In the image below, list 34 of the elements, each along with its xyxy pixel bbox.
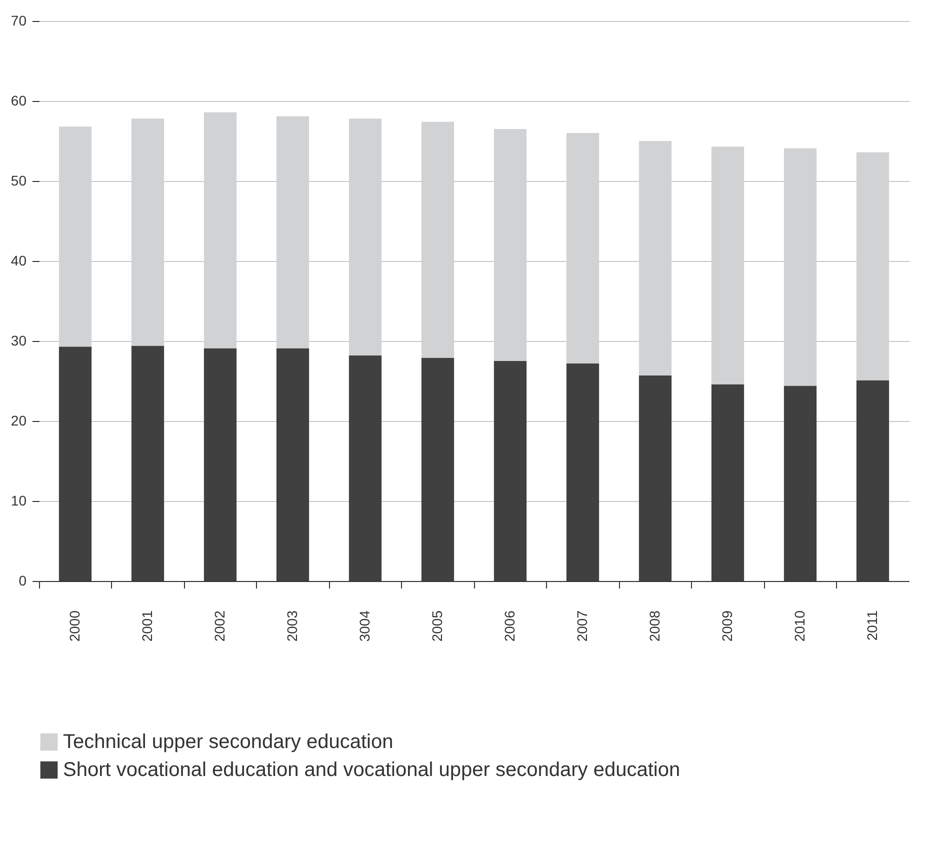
x-tick-label: 2008 bbox=[646, 610, 662, 642]
bar bbox=[276, 348, 310, 581]
bar bbox=[638, 375, 672, 581]
x-tick-label: 3004 bbox=[356, 610, 372, 642]
bar bbox=[784, 386, 817, 581]
bar bbox=[204, 348, 237, 581]
y-tick-label: 40 bbox=[10, 252, 27, 268]
x-tick-label: 2000 bbox=[66, 610, 82, 642]
x-tick-label: 2001 bbox=[138, 610, 155, 642]
bar bbox=[348, 355, 382, 581]
bar bbox=[711, 384, 744, 581]
x-tick-label: 2002 bbox=[211, 610, 228, 642]
y-tick-label: 60 bbox=[10, 92, 27, 108]
y-tick-label: 30 bbox=[10, 332, 27, 348]
x-tick-label: 2007 bbox=[574, 610, 590, 642]
y-tick-label: 70 bbox=[10, 12, 27, 28]
y-tick-label: 20 bbox=[10, 412, 27, 428]
x-tick-label: 2003 bbox=[284, 610, 300, 642]
x-tick-label: 2006 bbox=[501, 610, 518, 642]
bar bbox=[856, 380, 890, 581]
y-tick-label: 0 bbox=[18, 572, 27, 588]
legend-label: Technical upper secondary education bbox=[63, 731, 394, 753]
x-tick-label: 2010 bbox=[791, 610, 808, 642]
legend-label: Short vocational education and vocational upper secondary education bbox=[63, 759, 680, 781]
bar bbox=[566, 363, 600, 581]
bar bbox=[421, 358, 454, 581]
y-tick-label: 50 bbox=[10, 172, 27, 188]
bar bbox=[494, 361, 527, 581]
bar bbox=[131, 346, 164, 581]
x-tick-label: 2011 bbox=[864, 610, 880, 641]
y-tick-label: 10 bbox=[10, 492, 27, 508]
x-tick-label: 2009 bbox=[718, 610, 735, 642]
bar bbox=[58, 346, 92, 581]
x-tick-label: 2005 bbox=[428, 610, 445, 642]
